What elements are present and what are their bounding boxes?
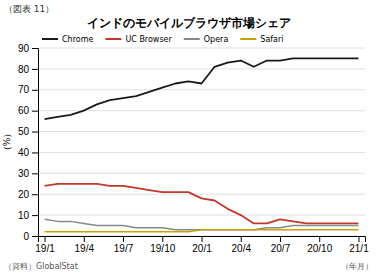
y-axis-title: （%）	[2, 129, 12, 156]
x-tick-label: 21/1	[349, 243, 369, 254]
x-tick-label: 19/7	[114, 243, 134, 254]
legend: Chrome UC Browser Opera Safari	[42, 35, 284, 44]
x-tick-mark	[123, 236, 124, 242]
y-tick-mark	[32, 173, 38, 174]
y-tick: 0	[23, 231, 38, 242]
y-axis-line	[32, 49, 39, 237]
y-tick-mark	[32, 132, 38, 133]
y-tick-label: 30	[18, 168, 30, 179]
plot-area: 0 10 20 30 40 50 60 70 80 90 19/1 19/4 19/7 19/10 20/1…	[18, 43, 369, 254]
legend-label: UC Browser	[125, 35, 172, 44]
legend-swatch	[105, 38, 121, 40]
y-tick-mark	[32, 69, 38, 70]
x-axis-line	[39, 237, 366, 243]
chart-svg: （図表 11）（資料）GlobalStatインドのモバイルブラウザ市場シェア01…	[0, 0, 377, 274]
x-tick-mark	[241, 236, 242, 242]
x-tick-label: 19/10	[150, 243, 175, 254]
y-tick: 90	[18, 43, 38, 54]
legend-item: UC Browser	[105, 35, 172, 44]
x-tick-mark	[280, 236, 281, 242]
grid-line	[38, 215, 365, 216]
grid-line	[38, 152, 365, 153]
legend-label: Opera	[204, 35, 229, 44]
y-tick: 70	[18, 84, 38, 95]
legend-swatch	[240, 38, 256, 40]
y-tick: 10	[18, 210, 38, 221]
legend-item: Safari	[240, 35, 283, 44]
y-tick-label: 40	[18, 147, 30, 158]
x-tick-label: 20/1	[192, 243, 212, 254]
y-tick-label: 90	[18, 43, 30, 54]
y-tick-mark	[32, 152, 38, 153]
series-line	[45, 230, 359, 232]
x-tick: 19/7	[114, 236, 134, 254]
x-tick: 19/1	[35, 236, 55, 254]
x-tick: 20/10	[307, 236, 332, 254]
x-tick-mark	[202, 236, 203, 242]
x-tick-mark	[162, 236, 163, 242]
x-tick: 20/1	[192, 236, 212, 254]
x-axis-title: （年月）	[341, 262, 373, 271]
series-line	[45, 219, 359, 229]
x-tick: 20/7	[271, 236, 291, 254]
grid-line	[38, 48, 365, 49]
legend-item: Chrome	[42, 35, 93, 44]
chart-container: （図表 11）（資料）GlobalStatインドのモバイルブラウザ市場シェア01…	[0, 0, 377, 274]
legend-swatch	[42, 38, 58, 40]
grid-line	[38, 131, 365, 132]
y-tick: 40	[18, 147, 38, 158]
y-tick-label: 10	[18, 210, 30, 221]
x-tick-label: 19/4	[75, 243, 95, 254]
y-tick-label: 80	[18, 64, 30, 75]
x-tick-label: 19/1	[35, 243, 55, 254]
x-tick: 19/10	[150, 236, 175, 254]
y-tick-label: 0	[23, 231, 29, 242]
x-tick-label: 20/4	[232, 243, 252, 254]
y-tick: 80	[18, 64, 38, 75]
legend-label: Chrome	[62, 35, 93, 44]
grid	[38, 48, 365, 236]
y-tick: 60	[18, 105, 38, 116]
legend-item: Opera	[184, 35, 229, 44]
x-tick-mark	[45, 236, 46, 242]
x-tick-label: 20/10	[307, 243, 332, 254]
x-tick: 19/4	[75, 236, 95, 254]
x-tick-mark	[358, 236, 359, 242]
figure-label: （図表 11）	[4, 4, 54, 14]
chart-title: インドのモバイルブラウザ市場シェア	[87, 16, 291, 30]
y-tick-label: 50	[18, 126, 30, 137]
x-tick-mark	[319, 236, 320, 242]
y-tick-mark	[32, 215, 38, 216]
y-tick: 50	[18, 126, 38, 137]
legend-label: Safari	[260, 35, 283, 44]
y-tick-mark	[32, 194, 38, 195]
x-axis: 19/1 19/4 19/7 19/10 20/1 20/4 20/7 20/10 21/1	[35, 236, 369, 254]
y-tick-label: 70	[18, 84, 30, 95]
y-tick: 30	[18, 168, 38, 179]
y-tick-mark	[32, 111, 38, 112]
y-tick-label: 20	[18, 189, 30, 200]
series-line	[45, 184, 359, 224]
source-note: （資料）GlobalStat	[4, 262, 78, 271]
x-tick: 20/4	[232, 236, 252, 254]
grid-line	[38, 194, 365, 195]
y-axis: 0 10 20 30 40 50 60 70 80 90	[18, 43, 39, 242]
series-line	[45, 58, 359, 119]
grid-line	[38, 173, 365, 174]
y-tick-mark	[32, 90, 38, 91]
series-group	[45, 58, 359, 231]
y-tick-label: 60	[18, 105, 30, 116]
legend-swatch	[184, 38, 200, 40]
x-tick: 21/1	[349, 236, 369, 254]
x-tick-label: 20/7	[271, 243, 291, 254]
grid-line	[38, 68, 365, 69]
y-tick: 20	[18, 189, 38, 200]
x-tick-mark	[84, 236, 85, 242]
y-tick-mark	[32, 48, 38, 49]
grid-line	[38, 110, 365, 111]
y-tick-mark	[32, 236, 38, 237]
grid-line	[38, 89, 365, 90]
